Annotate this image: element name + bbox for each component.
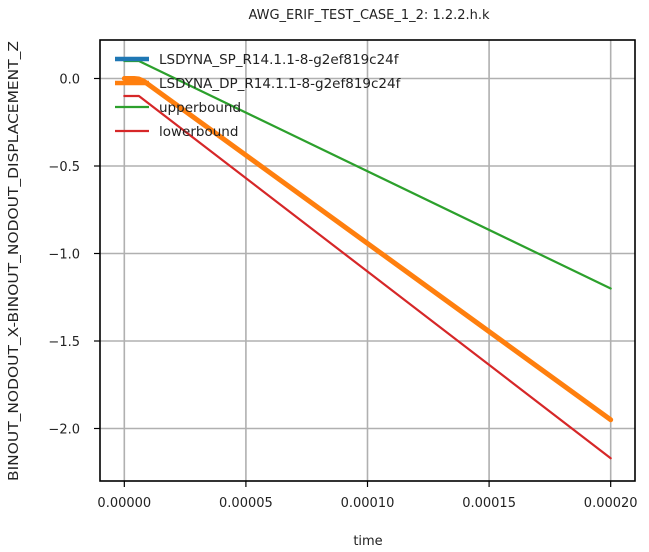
legend-entry: LSDYNA_SP_R14.1.1-8-g2ef819c24f xyxy=(159,52,400,68)
y-tick-label: −0.5 xyxy=(48,160,80,175)
y-tick-label: −1.5 xyxy=(48,335,80,350)
chart-title: AWG_ERIF_TEST_CASE_1_2: 1.2.2.h.k xyxy=(248,8,490,23)
legend-entry: lowerbound xyxy=(159,124,238,140)
series-line-2 xyxy=(121,76,614,423)
x-axis: 0.00000 0.00005 0.00010 0.00015 0.00020 xyxy=(97,481,638,511)
x-tick-label: 0.00010 xyxy=(341,496,395,511)
y-tick-label: −1.0 xyxy=(48,248,80,263)
y-axis: 0.0 −0.5 −1.0 −1.5 −2.0 xyxy=(48,73,100,438)
legend-entry: upperbound xyxy=(159,100,241,116)
legend-entry: LSDYNA_DP_R14.1.1-8-g2ef819c24f xyxy=(159,76,402,92)
y-tick-label: 0.0 xyxy=(59,73,80,88)
y-tick-label: −2.0 xyxy=(48,423,80,438)
series-line-4 xyxy=(123,94,612,460)
x-tick-label: 0.00000 xyxy=(97,496,151,511)
x-tick-label: 0.00005 xyxy=(219,496,273,511)
x-tick-label: 0.00020 xyxy=(584,496,638,511)
y-axis-label: BINOUT_NODOUT_X-BINOUT_NODOUT_DISPLACEME… xyxy=(7,41,22,481)
x-axis-label: time xyxy=(353,534,382,549)
legend: LSDYNA_SP_R14.1.1-8-g2ef819c24f LSDYNA_DP… xyxy=(115,52,402,140)
x-tick-label: 0.00015 xyxy=(462,496,516,511)
